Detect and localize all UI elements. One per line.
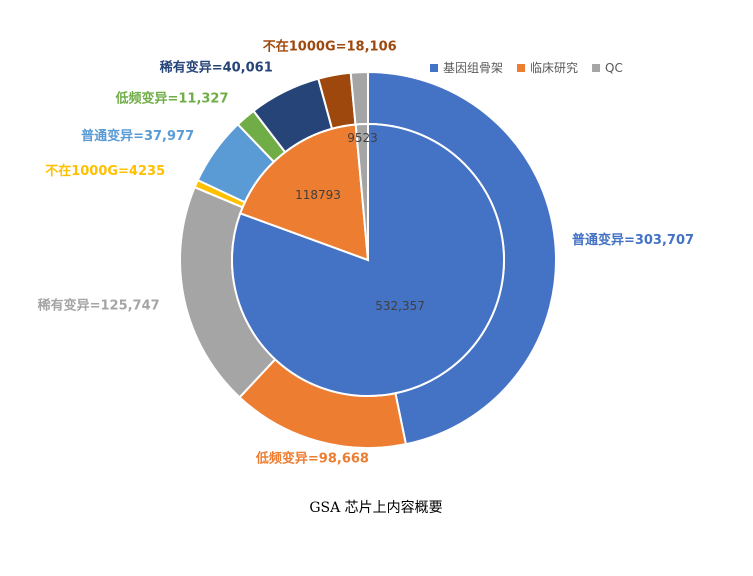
outer-label-6: 稀有变异=40,061 <box>160 59 273 75</box>
inner-pie <box>231 122 505 397</box>
inner-label-2: 9523 <box>347 131 378 145</box>
outer-label-0: 普通变异=303,707 <box>572 232 694 248</box>
legend: 基因组骨架 临床研究 QC <box>430 60 623 75</box>
outer-label-2: 稀有变异=125,747 <box>38 298 160 314</box>
data-labels: 532,357 118793 9523 普通变异=303,707 低频变异=98,668… <box>38 38 694 466</box>
chart-title: GSA 芯片上内容概要 <box>309 499 442 516</box>
legend-label-2: QC <box>605 61 623 75</box>
inner-slice-2 <box>354 122 369 261</box>
legend-swatch-1 <box>517 64 526 72</box>
outer-label-7: 不在1000G=18,106 <box>263 38 397 54</box>
outer-label-5: 低频变异=11,327 <box>114 91 228 107</box>
legend-label-1: 临床研究 <box>530 60 578 75</box>
outer-label-1: 低频变异=98,668 <box>255 450 369 466</box>
outer-label-3: 不在1000G=4235 <box>45 163 165 179</box>
inner-label-1: 118793 <box>295 188 341 202</box>
outer-label-4: 普通变异=37,977 <box>81 128 194 144</box>
inner-slice-1 <box>238 123 370 262</box>
legend-label-0: 基因组骨架 <box>443 61 503 75</box>
inner-label-0: 532,357 <box>375 299 425 313</box>
legend-swatch-2 <box>592 64 601 72</box>
legend-swatch-0 <box>430 64 438 72</box>
